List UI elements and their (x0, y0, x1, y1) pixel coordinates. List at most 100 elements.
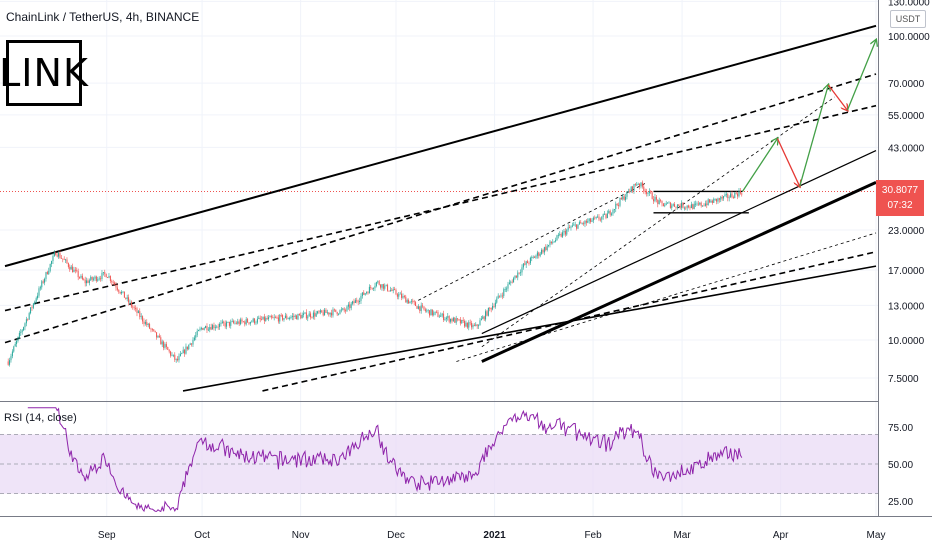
candle-body (661, 201, 663, 204)
candle-body (506, 288, 508, 290)
candle-body (90, 276, 92, 281)
bold-support-line (481, 181, 877, 363)
candle-body (581, 223, 583, 225)
candle-body (143, 321, 145, 324)
candle-body (703, 205, 705, 207)
candle-body (457, 318, 459, 320)
candle-body (711, 200, 713, 203)
candle-body (115, 284, 117, 288)
candle-body (392, 289, 394, 291)
candle-body (333, 309, 335, 311)
currency-button[interactable]: USDT (890, 10, 926, 28)
candle-body (234, 322, 236, 324)
candle-body (619, 198, 621, 206)
candle-body (604, 213, 606, 215)
candle-body (706, 203, 708, 206)
candle-body (562, 232, 564, 237)
rsi-label[interactable]: RSI (14, close) (4, 412, 77, 424)
candle-body (611, 213, 613, 215)
candle-body (275, 317, 277, 319)
candle-body (444, 318, 446, 320)
time-tick-label: May (867, 530, 886, 541)
candle-body (571, 225, 573, 227)
candle-body (329, 312, 331, 315)
candle-body (125, 297, 127, 299)
candle-body (373, 288, 375, 289)
candle-body (76, 270, 78, 272)
candle-body (72, 266, 74, 273)
candle-body (21, 330, 23, 332)
candle-body (683, 207, 685, 209)
candle-body (140, 316, 142, 318)
candle-body (594, 217, 596, 219)
candle-body (737, 193, 739, 197)
candle-body (675, 206, 677, 208)
candle-body (697, 203, 699, 205)
candle-body (676, 204, 678, 208)
candle-body (508, 282, 510, 285)
candle-body (592, 217, 594, 221)
candle-body (591, 220, 593, 222)
candle-body (636, 184, 638, 186)
candle-body (644, 191, 646, 192)
candle-body (30, 307, 32, 314)
grid (0, 0, 878, 516)
candle-body (198, 330, 200, 331)
candle-body (52, 255, 54, 262)
candle-body (692, 204, 694, 209)
candle-body (564, 230, 566, 235)
candle-body (308, 313, 310, 317)
candle-body (686, 205, 688, 208)
candle-body (738, 190, 740, 197)
candle-body (269, 316, 271, 318)
candle-body (710, 200, 712, 203)
candle-body (317, 311, 319, 314)
candle-body (307, 316, 309, 319)
candle-body (332, 309, 334, 316)
candle-body (164, 344, 166, 348)
candle-body (181, 353, 183, 354)
candle-body (163, 341, 165, 348)
candle-body (389, 290, 391, 292)
candle-body (486, 311, 488, 316)
candle-body (643, 186, 645, 192)
candle-body (723, 196, 725, 199)
candle-body (343, 308, 345, 311)
candle-body (70, 266, 72, 270)
candle-body (713, 198, 715, 203)
candle-body (734, 192, 736, 199)
candle-body (587, 221, 589, 223)
candle-body (445, 317, 447, 319)
candle-body (284, 315, 286, 319)
candle-body (291, 315, 293, 317)
candle-body (107, 277, 109, 278)
candle-body (595, 216, 597, 218)
candle-body (270, 316, 272, 318)
candle-body (100, 278, 102, 280)
candle-body (290, 316, 292, 318)
candle-body (112, 282, 114, 283)
candle-body (480, 318, 482, 321)
upper-channel-line (4, 24, 877, 268)
candle-body (255, 322, 257, 324)
candle-body (37, 295, 39, 299)
candle-body (301, 314, 303, 319)
candle-body (669, 202, 671, 208)
candle-body (555, 240, 557, 242)
candle-body (286, 315, 288, 319)
time-tick-label: Sep (98, 530, 116, 541)
candle-body (205, 326, 207, 329)
candle-body (336, 311, 338, 315)
candle-body (483, 316, 485, 320)
candle-body (321, 310, 323, 313)
candle-body (725, 194, 727, 196)
candle-body (98, 278, 100, 280)
candle-body (296, 315, 298, 320)
time-tick-label: Nov (292, 530, 310, 541)
candle-body (629, 191, 631, 192)
candle-body (492, 306, 494, 310)
candle-body (171, 354, 173, 356)
last-price-tag: 30.8077 07:32 (876, 180, 924, 216)
inner-channel-upper (418, 182, 648, 301)
candle-body (170, 351, 172, 356)
